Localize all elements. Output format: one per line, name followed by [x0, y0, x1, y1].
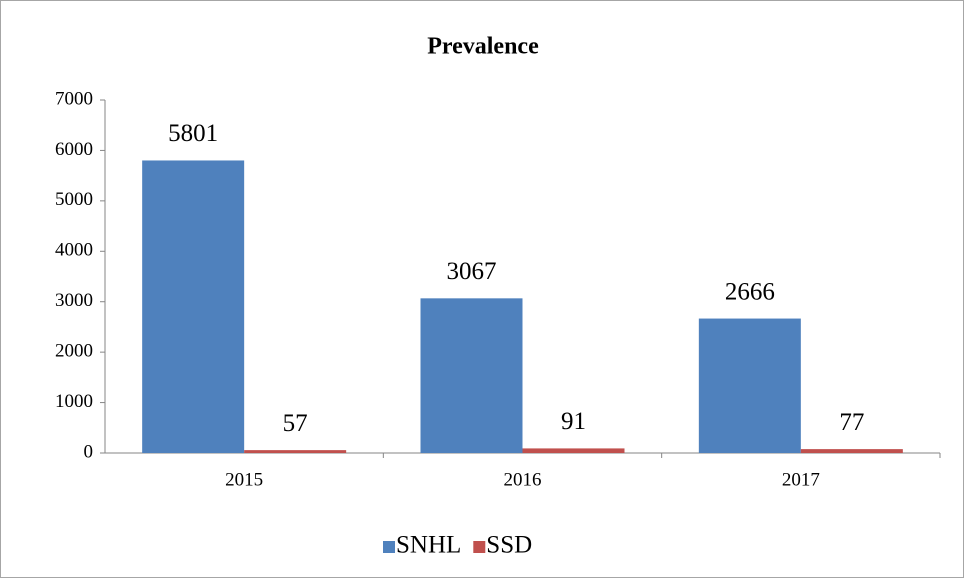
bar: [142, 160, 245, 453]
bar: [698, 318, 801, 453]
legend-label: SNHL: [396, 532, 461, 559]
bar: [244, 450, 347, 453]
x-tick-label: 2015: [225, 469, 263, 490]
data-label: 5801: [168, 120, 218, 147]
data-label: 3067: [447, 258, 497, 285]
bar: [420, 298, 523, 453]
bar: [522, 448, 625, 453]
y-tick-label: 3000: [55, 290, 93, 311]
legend-label: SSD: [486, 532, 532, 559]
y-tick-label: 5000: [55, 189, 93, 210]
y-tick-label: 7000: [55, 88, 93, 109]
data-label: 57: [283, 410, 308, 437]
data-label: 77: [839, 409, 864, 436]
legend-swatch: [383, 541, 395, 553]
y-tick-label: 1000: [55, 391, 93, 412]
x-tick-label: 2017: [782, 469, 820, 490]
y-tick-label: 4000: [55, 240, 93, 261]
y-tick-label: 2000: [55, 341, 93, 362]
legend-swatch: [473, 541, 486, 553]
bar: [800, 449, 903, 453]
y-tick-label: 0: [84, 441, 94, 462]
data-label: 91: [561, 408, 586, 435]
data-label: 2666: [725, 278, 775, 305]
y-tick-label: 6000: [55, 139, 93, 160]
x-tick-label: 2016: [504, 469, 542, 490]
chart-title: Prevalence: [427, 34, 539, 60]
